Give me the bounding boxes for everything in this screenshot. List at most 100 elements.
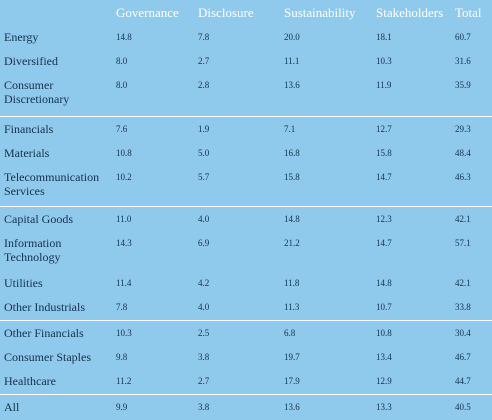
cell-total: 46.3 xyxy=(455,172,471,182)
cell-governance: 9.9 xyxy=(116,402,128,412)
cell-stakeholders: 13.3 xyxy=(376,402,392,412)
header-stakeholders: Stakeholders xyxy=(376,5,444,20)
cell-sustainability: 13.6 xyxy=(284,80,300,90)
cell-disclosure: 4.0 xyxy=(198,302,210,312)
cell-sustainability: 7.1 xyxy=(284,124,296,134)
cell-stakeholders: 10.7 xyxy=(376,302,392,312)
cell-sustainability: 16.8 xyxy=(284,148,300,158)
table-row: Energy 14.8 7.8 20.0 18.1 60.7 xyxy=(0,24,492,48)
cell-disclosure: 2.7 xyxy=(198,376,210,386)
header-total: Total xyxy=(455,5,482,20)
row-label: Utilities xyxy=(4,276,43,290)
cell-governance: 7.8 xyxy=(116,302,128,312)
row-label: Healthcare xyxy=(4,374,56,388)
cell-governance: 11.2 xyxy=(116,376,132,386)
cell-governance: 14.8 xyxy=(116,32,132,42)
cell-total: 40.5 xyxy=(455,402,471,412)
cell-sustainability: 11.3 xyxy=(284,302,300,312)
cell-stakeholders: 12.7 xyxy=(376,124,392,134)
cell-governance: 11.0 xyxy=(116,214,132,224)
cell-stakeholders: 13.4 xyxy=(376,352,392,362)
cell-disclosure: 2.7 xyxy=(198,56,210,66)
cell-disclosure: 5.7 xyxy=(198,172,210,182)
header-governance: Governance xyxy=(116,5,179,20)
row-label: Other Industrials xyxy=(4,300,85,314)
table-header: Governance Disclosure Sustainability Sta… xyxy=(0,0,492,24)
row-label: Financials xyxy=(4,122,54,136)
cell-disclosure: 1.9 xyxy=(198,124,210,134)
cell-sustainability: 19.7 xyxy=(284,352,300,362)
cell-sustainability: 14.8 xyxy=(284,214,300,224)
row-separator xyxy=(0,206,492,207)
cell-governance: 8.0 xyxy=(116,80,128,90)
table-row: Telecommunication Services 10.2 5.7 15.8 14.… xyxy=(0,164,492,206)
row-label: All xyxy=(4,400,20,414)
row-separator xyxy=(0,116,492,117)
cell-governance: 8.0 xyxy=(116,56,128,66)
cell-stakeholders: 12.3 xyxy=(376,214,392,224)
cell-stakeholders: 14.7 xyxy=(376,172,392,182)
header-disclosure: Disclosure xyxy=(198,5,254,20)
cell-stakeholders: 10.8 xyxy=(376,328,392,338)
cell-total: 35.9 xyxy=(455,80,471,90)
cell-disclosure: 3.8 xyxy=(198,402,210,412)
row-label: Consumer Discretionary xyxy=(4,78,70,106)
cell-governance: 10.2 xyxy=(116,172,132,182)
cell-stakeholders: 11.9 xyxy=(376,80,392,90)
table-row: Materials 10.8 5.0 16.8 15.8 48.4 xyxy=(0,140,492,164)
table-row: All 9.9 3.8 13.6 13.3 40.5 xyxy=(0,394,492,420)
cell-total: 60.7 xyxy=(455,32,471,42)
cell-sustainability: 13.6 xyxy=(284,402,300,412)
row-label: Capital Goods xyxy=(4,212,73,226)
cell-stakeholders: 15.8 xyxy=(376,148,392,158)
cell-total: 29.3 xyxy=(455,124,471,134)
table-row: Financials 7.6 1.9 7.1 12.7 29.3 xyxy=(0,116,492,140)
row-separator xyxy=(0,320,492,321)
cell-disclosure: 2.5 xyxy=(198,328,210,338)
header-sustainability: Sustainability xyxy=(284,5,356,20)
row-label: Telecommunication Services xyxy=(4,170,100,198)
row-label: Other Financials xyxy=(4,326,84,340)
cell-sustainability: 11.8 xyxy=(284,278,300,288)
table-row: Information Technology 14.3 6.9 21.2 14.7 57.… xyxy=(0,230,492,270)
table-row: Utilities 11.4 4.2 11.8 14.8 42.1 xyxy=(0,270,492,294)
cell-sustainability: 15.8 xyxy=(284,172,300,182)
cell-sustainability: 21.2 xyxy=(284,238,300,248)
cell-disclosure: 3.8 xyxy=(198,352,210,362)
table-row: Healthcare 11.2 2.7 17.9 12.9 44.7 xyxy=(0,368,492,394)
cell-sustainability: 20.0 xyxy=(284,32,300,42)
row-label: Consumer Staples xyxy=(4,350,91,364)
table-row: Consumer Discretionary 8.0 2.8 13.6 11.9 35.9 xyxy=(0,72,492,116)
table-row: Diversified 8.0 2.7 11.1 10.3 31.6 xyxy=(0,48,492,72)
cell-stakeholders: 12.9 xyxy=(376,376,392,386)
cell-sustainability: 17.9 xyxy=(284,376,300,386)
row-separator xyxy=(0,394,492,395)
cell-governance: 10.3 xyxy=(116,328,132,338)
row-label: Energy xyxy=(4,30,39,44)
cell-total: 30.4 xyxy=(455,328,471,338)
table-row: Other Industrials 7.8 4.0 11.3 10.7 33.8 xyxy=(0,294,492,320)
row-label: Information Technology xyxy=(4,236,62,264)
cell-total: 44.7 xyxy=(455,376,471,386)
row-label: Materials xyxy=(4,146,50,160)
cell-disclosure: 4.2 xyxy=(198,278,210,288)
cell-governance: 14.3 xyxy=(116,238,132,248)
table-row: Capital Goods 11.0 4.0 14.8 12.3 42.1 xyxy=(0,206,492,230)
cell-total: 33.8 xyxy=(455,302,471,312)
cell-governance: 10.8 xyxy=(116,148,132,158)
cell-governance: 9.8 xyxy=(116,352,128,362)
cell-sustainability: 11.1 xyxy=(284,56,300,66)
cell-total: 46.7 xyxy=(455,352,471,362)
cell-disclosure: 2.8 xyxy=(198,80,210,90)
table-row: Other Financials 10.3 2.5 6.8 10.8 30.4 xyxy=(0,320,492,344)
cell-disclosure: 6.9 xyxy=(198,238,210,248)
cell-total: 57.1 xyxy=(455,238,471,248)
cell-total: 42.1 xyxy=(455,214,471,224)
cell-stakeholders: 10.3 xyxy=(376,56,392,66)
cell-governance: 11.4 xyxy=(116,278,132,288)
cell-sustainability: 6.8 xyxy=(284,328,296,338)
cell-disclosure: 7.8 xyxy=(198,32,210,42)
cell-governance: 7.6 xyxy=(116,124,128,134)
cell-stakeholders: 18.1 xyxy=(376,32,392,42)
